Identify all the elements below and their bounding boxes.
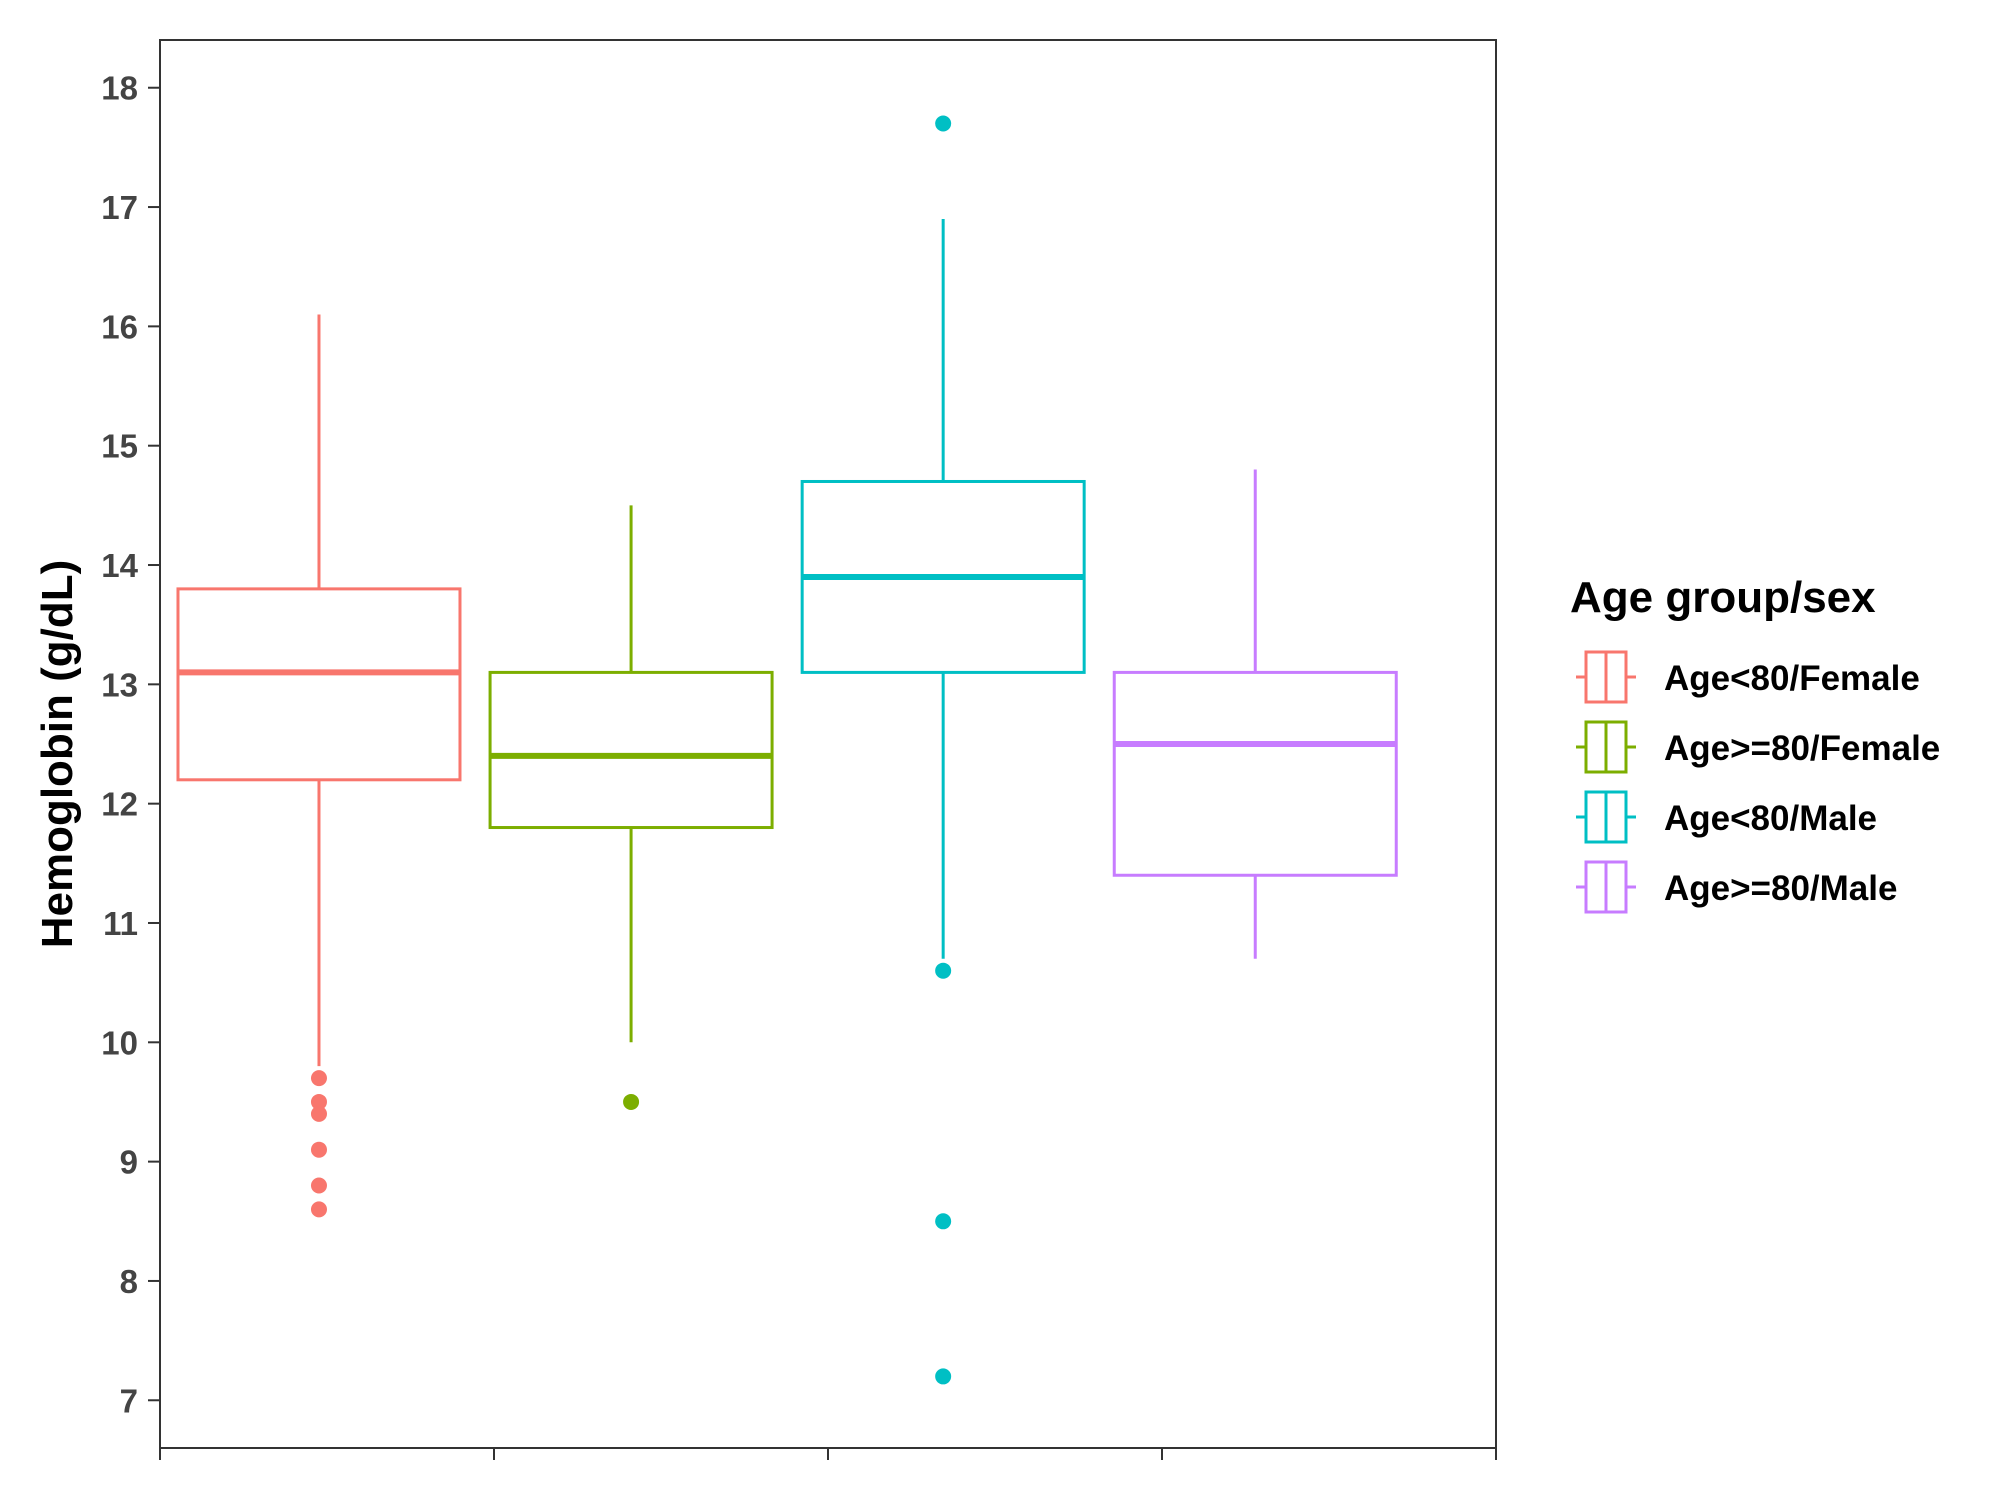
legend-label: Age<80/Male [1664,799,1877,838]
y-tick-label: 16 [101,308,138,345]
y-tick-label: 17 [101,189,138,226]
outlier-point [310,1093,327,1110]
outlier-point [310,1105,327,1122]
box [1112,670,1398,877]
legend-label: Age>=80/Male [1664,869,1897,908]
outlier-point [935,962,952,979]
y-tick-label: 15 [101,428,138,465]
y-axis-title: Hemoglobin (g/dL) [33,560,82,949]
outlier-point [310,1070,327,1087]
legend-item: Age>=80/Male [1576,860,1897,914]
outlier-point [310,1201,327,1218]
y-tick-label: 12 [101,786,138,823]
y-tick-label: 10 [101,1024,138,1061]
plot-area: 7 8 9 10 11 12 13 14 15 16 17 18 Hemoglobin (g/dL) [33,39,1497,1460]
legend: Age group/sex Age<80/Female Age>=80/Female… [1570,573,1940,914]
y-tick-label: 18 [101,70,138,107]
legend-item: Age<80/Female [1576,650,1920,704]
box-group [1112,469,1398,959]
box-group [800,115,1086,1385]
y-tick-label: 11 [103,905,138,942]
box-group [176,314,462,1218]
y-tick-label: 13 [101,666,138,703]
outlier-point [310,1177,327,1194]
y-tick-label: 7 [120,1382,138,1419]
legend-label: Age<80/Female [1664,659,1920,698]
y-tick-label: 9 [120,1144,138,1181]
legend-item: Age<80/Male [1576,790,1877,844]
outlier-point [935,1368,952,1385]
outlier-point [935,1213,952,1230]
legend-title: Age group/sex [1570,573,1876,622]
box [488,670,774,830]
outlier-point [623,1093,640,1110]
y-tick-label: 14 [101,547,138,584]
box-group [488,505,774,1110]
legend-item: Age>=80/Female [1576,720,1940,774]
y-tick-label: 8 [120,1263,138,1300]
box [176,587,462,782]
legend-label: Age>=80/Female [1664,729,1940,768]
outlier-point [935,115,952,132]
outlier-point [310,1141,327,1158]
